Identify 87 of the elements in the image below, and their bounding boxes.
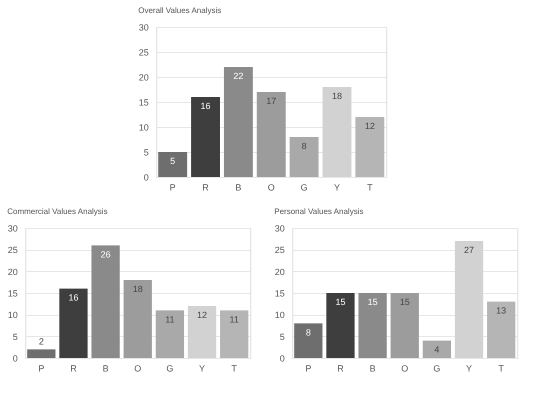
y-tick-label: 0 [144, 172, 149, 182]
y-tick-label: 20 [274, 266, 285, 277]
x-tick-label: P [305, 364, 312, 374]
x-tick-label: B [235, 182, 242, 192]
x-tick-label: G [433, 364, 440, 374]
x-tick-label: P [170, 182, 176, 192]
data-label: 13 [496, 306, 506, 316]
y-tick-label: 15 [138, 98, 149, 108]
data-label: 12 [364, 121, 375, 131]
bar [487, 302, 516, 358]
x-tick-label: P [38, 364, 44, 374]
bar [256, 92, 286, 177]
bar [390, 293, 419, 358]
y-tick-label: 20 [138, 72, 149, 82]
data-label: 15 [400, 297, 410, 307]
bar [188, 306, 216, 358]
y-tick-label: 15 [274, 288, 285, 298]
bar [294, 323, 322, 358]
x-tick-label: T [231, 364, 238, 374]
y-tick-label: 5 [280, 332, 285, 342]
bar [156, 310, 184, 358]
y-tick-label: 10 [274, 310, 285, 320]
x-tick-label: Y [334, 182, 340, 192]
chart-title: Commercial Values Analysis [7, 207, 108, 216]
data-label: 18 [332, 91, 342, 101]
x-tick-label: Y [199, 364, 206, 374]
y-tick-label: 30 [138, 22, 149, 32]
data-label: 16 [200, 101, 211, 111]
bar [358, 293, 387, 358]
x-tick-label: B [102, 364, 109, 374]
data-label: 4 [434, 344, 440, 355]
chart-title: Personal Values Analysis [274, 207, 364, 216]
x-tick-label: Y [466, 364, 472, 374]
data-label: 15 [335, 297, 346, 307]
data-label: 27 [464, 245, 474, 255]
x-tick-label: O [268, 182, 275, 192]
data-label: 8 [302, 141, 307, 151]
x-tick-label: T [498, 364, 504, 374]
x-tick-label: G [300, 182, 308, 192]
x-tick-label: G [166, 364, 174, 374]
x-tick-label: R [337, 364, 344, 374]
y-tick-label: 20 [8, 266, 18, 277]
data-label: 11 [230, 314, 239, 324]
bar [322, 87, 352, 177]
y-tick-label: 25 [274, 245, 285, 256]
bar [91, 245, 120, 358]
y-tick-label: 10 [8, 310, 18, 320]
x-tick-label: R [70, 364, 78, 374]
data-label: 17 [266, 96, 276, 106]
x-tick-label: R [202, 182, 210, 192]
data-label: 2 [38, 336, 44, 346]
y-tick-label: 30 [274, 224, 285, 234]
bar [326, 293, 355, 358]
bar [124, 280, 152, 358]
bar [158, 152, 188, 177]
y-tick-label: 30 [8, 224, 18, 234]
bar [454, 241, 484, 358]
y-tick-label: 10 [138, 122, 149, 132]
bar [191, 97, 220, 177]
bar [27, 349, 56, 358]
data-label: 22 [233, 71, 244, 81]
bar [59, 288, 88, 358]
y-tick-label: 15 [8, 288, 18, 298]
bar [220, 310, 248, 358]
bar [355, 117, 384, 177]
y-tick-label: 5 [12, 332, 18, 342]
data-label: 5 [170, 156, 176, 166]
data-label: 12 [197, 310, 208, 320]
bar [290, 137, 319, 177]
data-label: 18 [132, 284, 143, 294]
data-label: 26 [100, 249, 111, 260]
data-label: 11 [165, 314, 175, 324]
bar [224, 67, 253, 177]
y-tick-label: 5 [144, 148, 149, 158]
chart-title: Overall Values Analysis [138, 6, 222, 15]
data-label: 16 [68, 292, 78, 303]
y-tick-label: 0 [12, 354, 18, 364]
x-tick-label: O [134, 364, 142, 374]
x-tick-label: O [401, 364, 408, 374]
y-tick-label: 25 [8, 245, 18, 256]
y-tick-label: 0 [280, 354, 285, 364]
bar [422, 340, 452, 358]
data-label: 15 [368, 297, 378, 307]
x-tick-label: B [370, 364, 376, 374]
data-label: 8 [306, 327, 311, 338]
y-tick-label: 25 [138, 48, 149, 58]
x-tick-label: T [367, 182, 374, 192]
